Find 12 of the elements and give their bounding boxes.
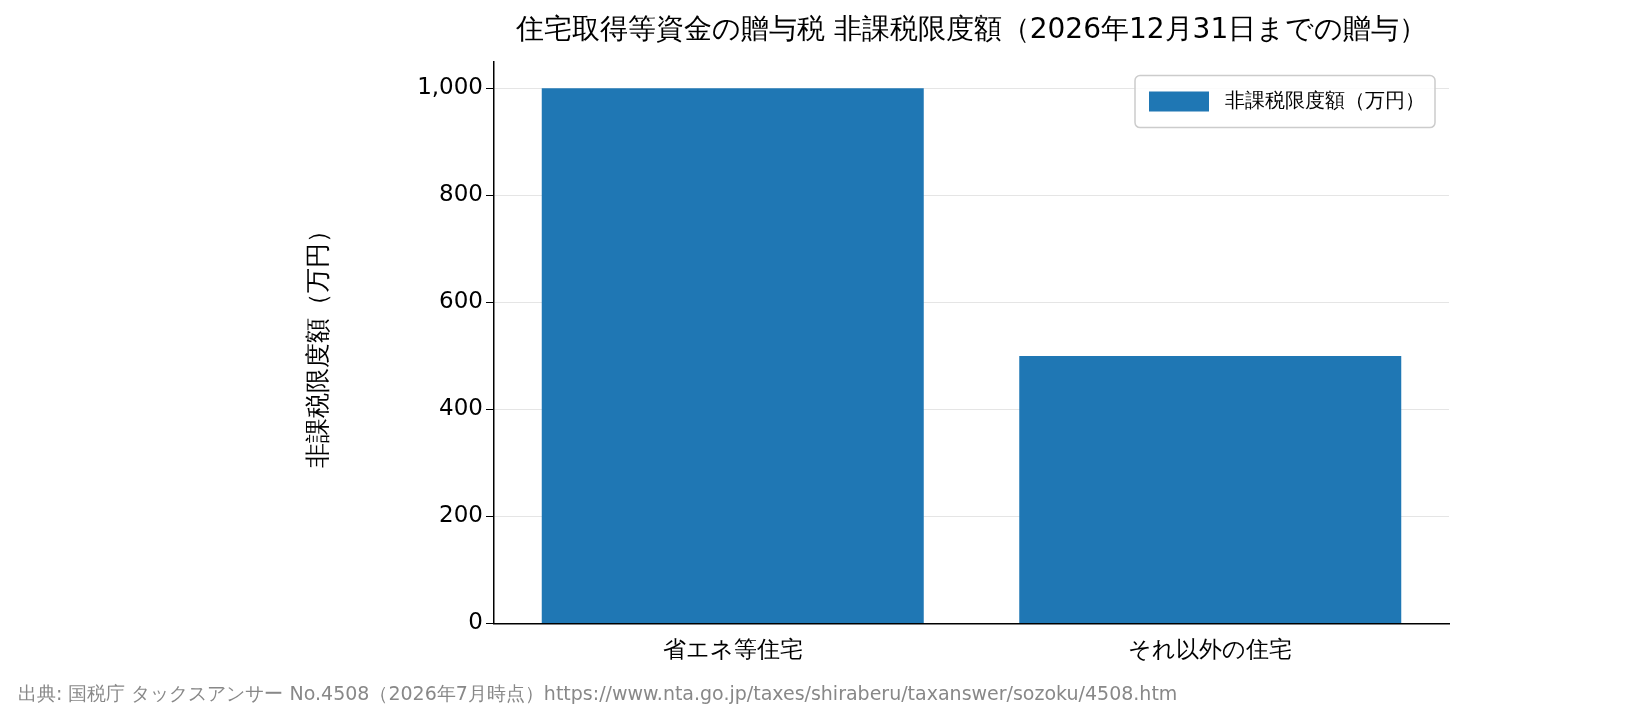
y-tick-label: 0: [468, 608, 483, 635]
y-tick-label: 200: [439, 501, 483, 528]
y-tick-label: 800: [439, 180, 483, 207]
x-tick-label: 省エネ等住宅: [662, 636, 803, 663]
chart-title: 住宅取得等資金の贈与税 非課税限度額（2026年12月31日までの贈与）: [514, 12, 1428, 46]
y-tick-label: 400: [439, 394, 483, 421]
source-note: 出典: 国税庁 タックスアンサー No.4508（2026年7月時点）https://www.nta.go.jp/taxes/shiraberu/taxanswer/sozoku/4508.htm: [18, 681, 1178, 704]
x-tick-label: それ以外の住宅: [1128, 636, 1293, 663]
y-axis-title: 非課税限度額（万円）: [302, 217, 332, 468]
y-tick-label: 1,000: [417, 73, 483, 100]
legend-label: 非課税限度額（万円）: [1225, 87, 1425, 112]
y-tick-label: 600: [439, 287, 483, 314]
